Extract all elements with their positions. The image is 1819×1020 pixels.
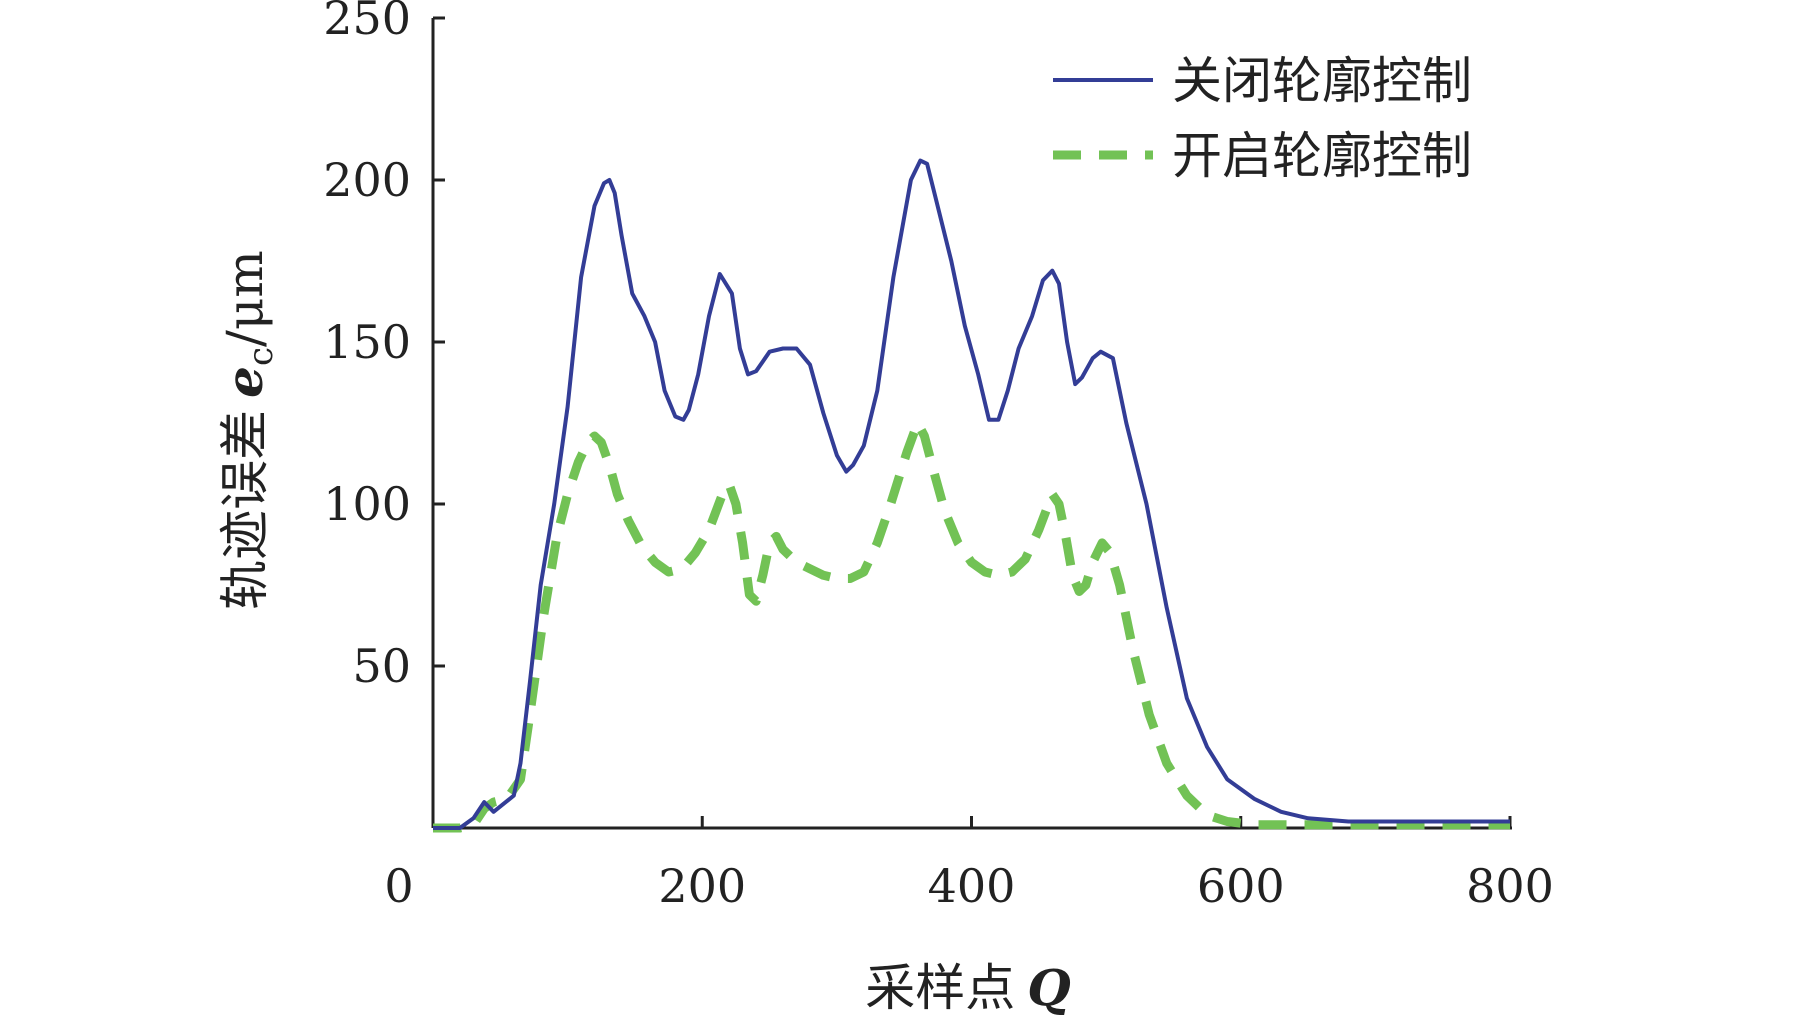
y-tick-label: 50 xyxy=(352,639,411,693)
series-line-closed xyxy=(433,158,1510,830)
x-axis-title: 采样点 Q xyxy=(865,958,1071,1017)
y-tick-label: 100 xyxy=(323,477,411,531)
x-tick-label: 400 xyxy=(928,859,1016,913)
series-line-open xyxy=(433,418,1510,833)
x-tick-label: 800 xyxy=(1466,859,1554,913)
legend-label-open: 开启轮廓控制 xyxy=(1172,127,1472,185)
x-tick-label: 600 xyxy=(1197,859,1285,913)
x-tick-label: 0 xyxy=(384,859,413,913)
x-tick-label: 200 xyxy=(658,859,746,913)
plot-area xyxy=(433,158,1510,833)
y-tick-label: 250 xyxy=(323,0,411,45)
y-tick-label: 150 xyxy=(323,315,411,369)
legend-label-closed: 关闭轮廓控制 xyxy=(1172,52,1472,110)
y-axis-title: 轨迹误差ec/μm xyxy=(215,250,281,610)
legend: 关闭轮廓控制 开启轮廓控制 xyxy=(1053,52,1472,185)
y-tick-label: 200 xyxy=(323,153,411,207)
axes: 50 100 150 200 250 0 200 400 600 800 xyxy=(323,0,1554,913)
